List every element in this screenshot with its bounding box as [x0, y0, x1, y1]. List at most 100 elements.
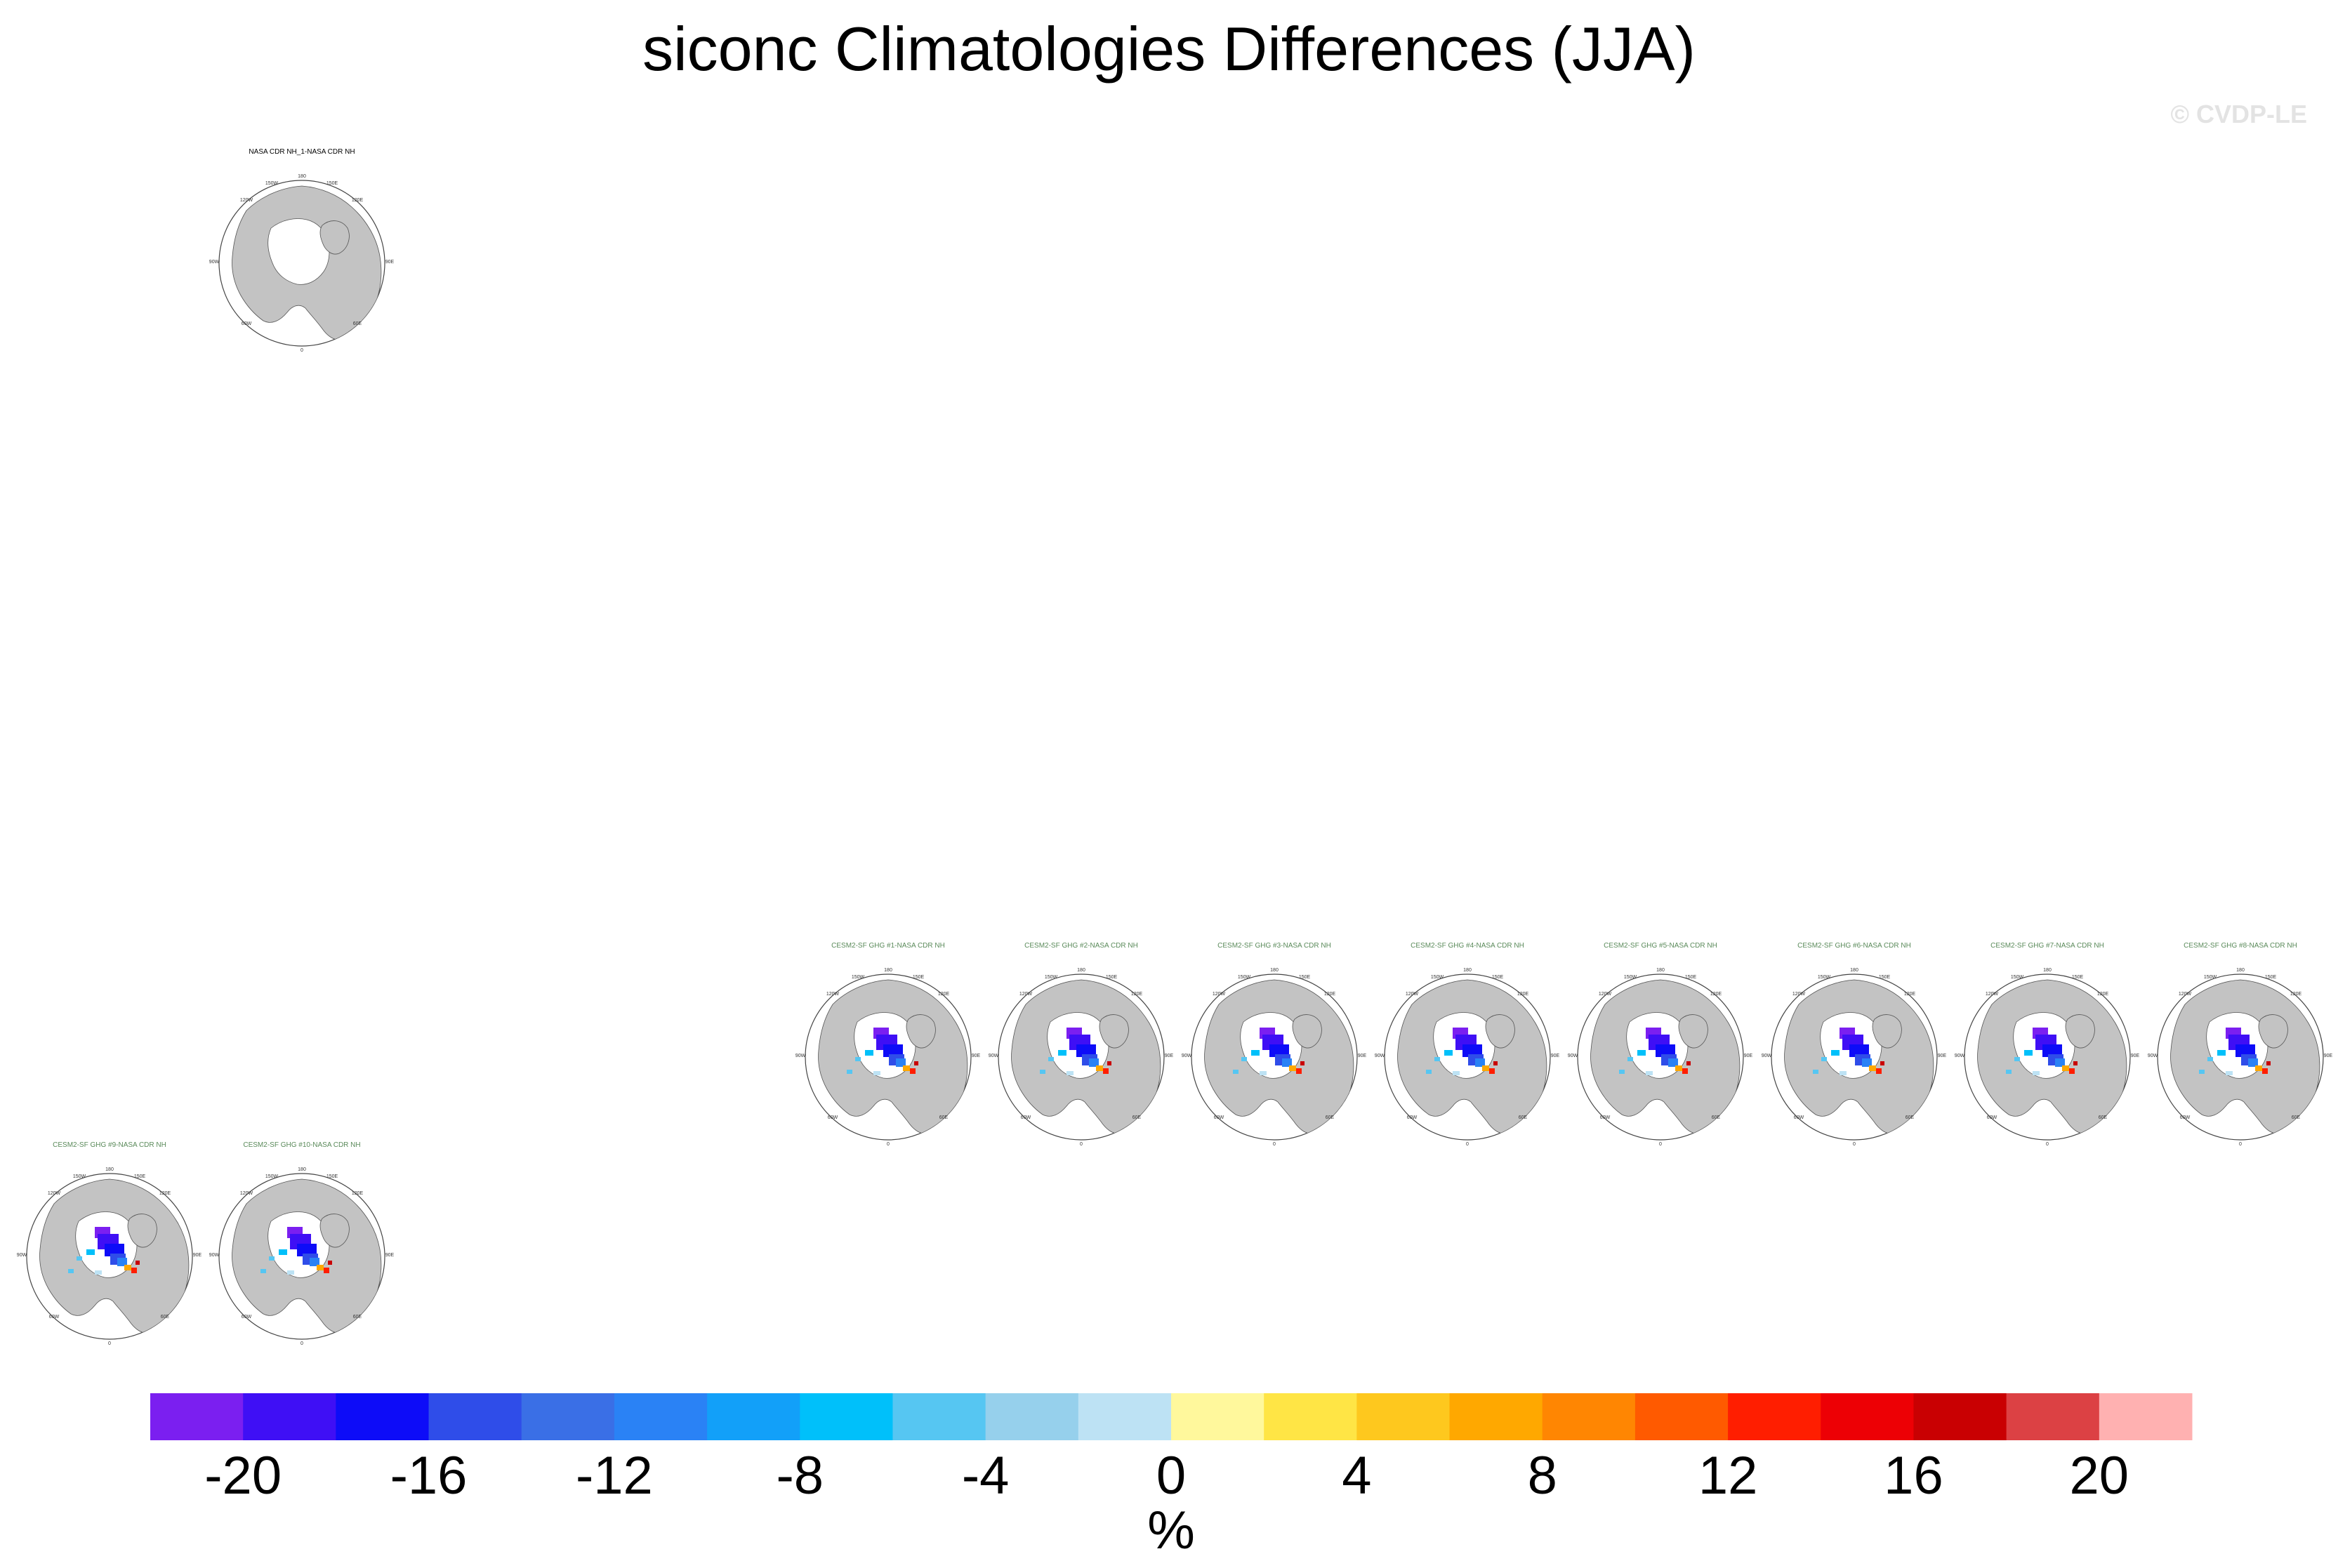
lon-label: 180	[1077, 968, 1085, 973]
lon-label: 150E	[134, 1174, 146, 1179]
ice-diff-cell	[1849, 1044, 1869, 1057]
lon-label: 120W	[1792, 992, 1806, 997]
lon-label: 90E	[1165, 1054, 1174, 1058]
lon-label: 90W	[209, 1253, 220, 1258]
colorbar-swatch	[2006, 1393, 2100, 1440]
lon-label: 120W	[1406, 992, 1419, 997]
ice-diff-cell	[1251, 1050, 1260, 1056]
ice-diff-cell	[77, 1256, 82, 1261]
ice-diff-cell	[1686, 1061, 1691, 1065]
colorbar-tick-label: 8	[1528, 1446, 1557, 1506]
lon-label: 120E	[1904, 992, 1916, 997]
ice-diff-cell	[68, 1269, 74, 1273]
ice-diff-cell	[117, 1258, 127, 1266]
map-panel-model-8: CESM2-SF GHG #8-NASA CDR NH 180 150W 150E 1…	[2143, 942, 2338, 1148]
colorbar-tick-label: -8	[776, 1446, 824, 1506]
lon-label: 60E	[353, 321, 362, 326]
colorbar-tick-label: 12	[1698, 1446, 1758, 1506]
ice-diff-cell	[1107, 1061, 1111, 1065]
ice-diff-cell	[1637, 1050, 1646, 1056]
lon-label: 180	[2043, 968, 2052, 973]
ice-diff-cell	[2062, 1065, 2069, 1071]
colorbar-swatch	[336, 1393, 430, 1440]
ice-diff-cell	[2226, 1071, 2233, 1075]
panel-title: CESM2-SF GHG #2-NASA CDR NH	[1024, 942, 1138, 950]
ice-diff-cell	[1426, 1070, 1432, 1074]
ice-diff-cell	[1668, 1058, 1678, 1067]
lon-label: 120E	[1517, 992, 1529, 997]
lon-label: 120W	[48, 1191, 61, 1196]
colorbar-swatch	[1728, 1393, 1821, 1440]
ice-diff-cell	[1300, 1061, 1305, 1065]
ice-diff-cell	[1296, 1068, 1302, 1074]
ice-diff-cell	[1260, 1071, 1267, 1075]
ice-diff-cell	[1646, 1071, 1653, 1075]
ice-diff-cell	[2042, 1044, 2062, 1057]
lon-label: 150W	[73, 1174, 86, 1179]
ice-diff-cell	[2248, 1058, 2258, 1067]
lon-label: 0	[1853, 1142, 1856, 1147]
lon-label: 120W	[2179, 992, 2192, 997]
ice-diff-cell	[324, 1268, 329, 1273]
ice-diff-cell	[1048, 1057, 1054, 1061]
lon-label: 0	[300, 348, 303, 353]
lon-label: 150E	[1492, 975, 1504, 980]
map-panel-model-9: CESM2-SF GHG #9-NASA CDR NH 180 150W 150E 1…	[12, 1141, 207, 1348]
lon-label: 90E	[972, 1054, 981, 1058]
lon-label: 60W	[828, 1115, 838, 1120]
map-panel-obs: NASA CDR NH_1-NASA CDR NH 180 150W 150E 120…	[204, 148, 399, 354]
lon-label: 150W	[1624, 975, 1637, 980]
ice-diff-cell	[1269, 1044, 1289, 1057]
lon-label: 90E	[1744, 1054, 1753, 1058]
greenland-land	[127, 1214, 157, 1248]
ice-diff-cell	[131, 1268, 137, 1273]
panel-title: CESM2-SF GHG #10-NASA CDR NH	[243, 1141, 361, 1149]
lon-label: 0	[887, 1142, 890, 1147]
lon-label: 90W	[2148, 1054, 2158, 1058]
lon-label: 0	[1659, 1142, 1662, 1147]
ice-diff-cell	[1444, 1050, 1453, 1056]
lon-label: 90E	[2131, 1054, 2140, 1058]
lon-label: 120E	[2290, 992, 2302, 997]
panel-title: CESM2-SF GHG #1-NASA CDR NH	[831, 942, 945, 950]
lon-label: 150E	[326, 181, 338, 186]
lon-label: 90E	[1551, 1054, 1560, 1058]
colorbar-swatch	[1449, 1393, 1543, 1440]
ice-diff-cell	[847, 1070, 852, 1074]
lon-label: 120E	[938, 992, 950, 997]
colorbar-swatch	[1264, 1393, 1357, 1440]
colorbar-swatch	[1634, 1393, 1729, 1440]
colorbar-tick-label: -20	[204, 1446, 282, 1506]
greenland-land	[1099, 1014, 1129, 1049]
lon-label: 150W	[1238, 975, 1251, 980]
lon-label: 180	[1656, 968, 1665, 973]
lon-label: 90E	[193, 1253, 202, 1258]
lon-label: 0	[1080, 1142, 1083, 1147]
lon-label: 150W	[852, 975, 865, 980]
lon-label: 90E	[385, 260, 395, 265]
ice-diff-cell	[1462, 1044, 1482, 1057]
colorbar-tick-label: -4	[962, 1446, 1010, 1506]
lon-label: 60W	[242, 321, 252, 326]
ice-diff-cell	[2033, 1071, 2040, 1075]
ice-diff-cell	[2199, 1070, 2205, 1074]
lon-label: 60W	[1600, 1115, 1611, 1120]
colorbar-tick-label: 20	[2070, 1446, 2129, 1506]
colorbar-tick-label: 16	[1884, 1446, 1943, 1506]
lon-label: 90E	[2324, 1054, 2333, 1058]
lon-label: 0	[2239, 1142, 2242, 1147]
lon-label: 90W	[1762, 1054, 1772, 1058]
ice-diff-cell	[1813, 1070, 1818, 1074]
ice-diff-cell	[914, 1061, 918, 1065]
greenland-land	[1292, 1014, 1322, 1049]
arctic-ocean	[268, 218, 330, 285]
ice-diff-cell	[124, 1265, 131, 1270]
polar-map: 180 150W 150E 120W 120E 90W 90E 60W 60E 0	[1762, 968, 1947, 1147]
lon-label: 0	[300, 1341, 303, 1346]
colorbar-swatch	[2099, 1393, 2193, 1440]
panel-title: CESM2-SF GHG #9-NASA CDR NH	[53, 1141, 166, 1149]
lon-label: 180	[298, 174, 306, 179]
ice-diff-cell	[896, 1058, 906, 1067]
greenland-land	[2065, 1014, 2095, 1049]
lon-label: 180	[1270, 968, 1279, 973]
